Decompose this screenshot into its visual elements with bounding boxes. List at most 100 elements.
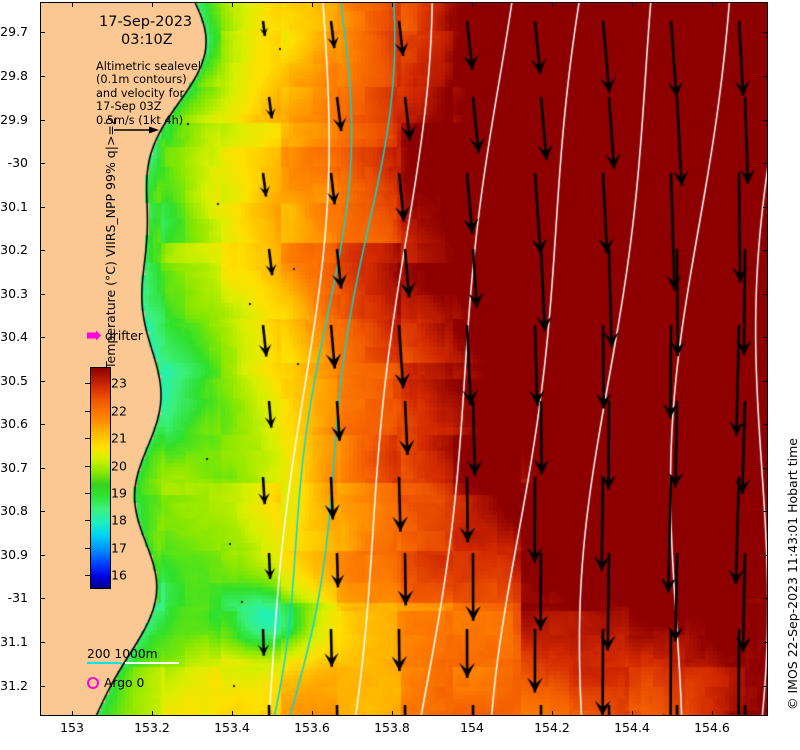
y-axis-tick-mark <box>763 32 768 34</box>
colorbar-gradient <box>90 367 111 589</box>
colorbar-tick-mark <box>85 410 90 412</box>
x-axis-tick-mark <box>472 711 473 716</box>
y-axis-tick-mark <box>763 554 768 556</box>
y-axis-tick-mark <box>763 76 768 77</box>
date-time-stamp: 17-Sep-2023 03:10Z <box>99 13 192 49</box>
colorbar-tick-mark <box>85 493 90 495</box>
x-axis-tick-label: 153 <box>60 720 84 735</box>
map-description: Altimetric sealevel (0.1m contours) and … <box>96 60 202 127</box>
y-axis-tick-label: -30.6 <box>0 416 28 432</box>
y-axis-tick-mark <box>763 511 768 513</box>
map-date: 17-Sep-2023 <box>99 14 193 30</box>
y-axis-tick-mark <box>40 598 45 600</box>
y-axis-tick-label: -29.7 <box>0 24 28 40</box>
y-axis-tick-mark <box>40 206 45 208</box>
y-axis-tick-mark <box>763 380 768 382</box>
x-axis-tick-mark <box>312 711 313 716</box>
x-axis-tick-mark <box>392 2 393 7</box>
y-axis-tick-mark <box>763 598 768 600</box>
x-axis-tick-label: 154 <box>460 720 484 735</box>
y-axis-tick-mark <box>40 380 45 382</box>
y-axis-tick-mark <box>763 206 768 208</box>
copyright-credit: © IMOS 22-Sep-2023 11:43:01 Hobart time <box>785 438 800 710</box>
y-axis-tick-mark <box>40 250 45 252</box>
x-axis-tick-mark <box>632 2 633 7</box>
colorbar-tick-label: 18 <box>111 512 127 528</box>
y-axis-tick-label: -30 <box>7 155 28 171</box>
x-axis-tick-mark <box>312 2 313 7</box>
y-axis-tick-mark <box>40 641 45 643</box>
y-axis-tick-label: -30.3 <box>0 285 28 301</box>
temperature-colorbar <box>90 367 111 589</box>
colorbar-tick-label: 19 <box>111 485 127 501</box>
x-axis-tick-label: 154.2 <box>534 720 570 735</box>
map-time: 03:10Z <box>121 32 173 48</box>
x-axis-tick-mark <box>72 711 73 716</box>
y-axis-tick-label: -30.1 <box>0 198 28 214</box>
x-axis-tick-mark <box>712 2 713 7</box>
colorbar-tick-mark <box>85 547 90 549</box>
contour-200m-swatch <box>87 662 121 664</box>
x-axis-tick-mark <box>712 711 713 716</box>
y-axis-tick-mark <box>763 250 768 252</box>
velocity-scale-arrow-icon <box>114 126 159 134</box>
y-axis-tick-label: -31.2 <box>0 677 28 693</box>
colorbar-tick-label: 22 <box>111 403 127 419</box>
y-axis-tick-mark <box>40 293 45 295</box>
y-axis-tick-mark <box>40 424 45 426</box>
y-axis-tick-label: -29.8 <box>0 68 28 83</box>
drifter-legend-label: drifter <box>105 329 143 343</box>
y-axis-tick-mark <box>40 32 45 34</box>
x-axis-tick-mark <box>152 711 153 716</box>
y-axis-tick-mark <box>40 119 45 121</box>
y-axis-tick-mark <box>40 163 45 165</box>
x-axis-tick-mark <box>472 2 473 7</box>
y-axis-tick-mark <box>40 511 45 513</box>
x-axis-tick-label: 153.4 <box>214 720 250 735</box>
argo-legend: Argo 0 <box>87 676 144 690</box>
y-axis-tick-label: -30.2 <box>0 242 28 258</box>
x-axis-tick-label: 153.2 <box>134 720 170 735</box>
y-axis-tick-mark <box>763 293 768 295</box>
x-axis-tick-mark <box>232 711 233 716</box>
x-axis-tick-mark <box>552 711 553 716</box>
y-axis-tick-mark <box>763 685 768 687</box>
argo-float-icon <box>87 677 99 689</box>
y-axis-tick-mark <box>40 76 45 77</box>
colorbar-tick-mark <box>85 465 90 467</box>
y-axis-tick-label: -30.4 <box>0 329 28 345</box>
y-axis-tick-label: -30.5 <box>0 372 28 388</box>
x-axis-tick-label: 153.8 <box>374 720 410 735</box>
colorbar-tick-label: 23 <box>111 375 127 391</box>
y-axis-tick-mark <box>763 337 768 339</box>
y-axis-tick-label: -31 <box>7 590 28 606</box>
drifter-arrow-icon <box>87 330 101 341</box>
colorbar-tick-label: 20 <box>111 458 127 474</box>
x-axis-tick-mark <box>152 2 153 7</box>
colorbar-tick-mark <box>85 520 90 522</box>
y-axis-tick-mark <box>763 163 768 165</box>
y-axis-tick-mark <box>763 119 768 121</box>
x-axis-tick-mark <box>72 2 73 7</box>
drifter-legend: drifter <box>87 329 143 343</box>
x-axis-tick-mark <box>632 711 633 716</box>
colorbar-tick-label: 16 <box>111 567 127 583</box>
map-plot-area[interactable]: 17-Sep-2023 03:10Z Altimetric sealevel (0… <box>40 2 768 716</box>
y-axis-tick-mark <box>40 554 45 556</box>
y-axis-tick-mark <box>763 641 768 643</box>
y-axis-tick-mark <box>763 424 768 426</box>
argo-legend-label: Argo 0 <box>104 676 145 690</box>
y-axis-tick-label: -30.9 <box>0 546 28 562</box>
y-axis-tick-label: -30.8 <box>0 503 28 519</box>
colorbar-tick-label: 17 <box>111 540 127 556</box>
x-axis-tick-mark <box>232 2 233 7</box>
y-axis-tick-mark <box>40 467 45 469</box>
colorbar-tick-mark <box>85 383 90 385</box>
colorbar-tick-mark <box>85 575 90 577</box>
y-axis-tick-label: -31.1 <box>0 633 28 649</box>
x-axis-tick-label: 153.6 <box>294 720 330 735</box>
y-axis-tick-label: -30.7 <box>0 459 28 475</box>
x-axis-tick-mark <box>392 711 393 716</box>
y-axis-tick-label: -29.9 <box>0 111 28 127</box>
